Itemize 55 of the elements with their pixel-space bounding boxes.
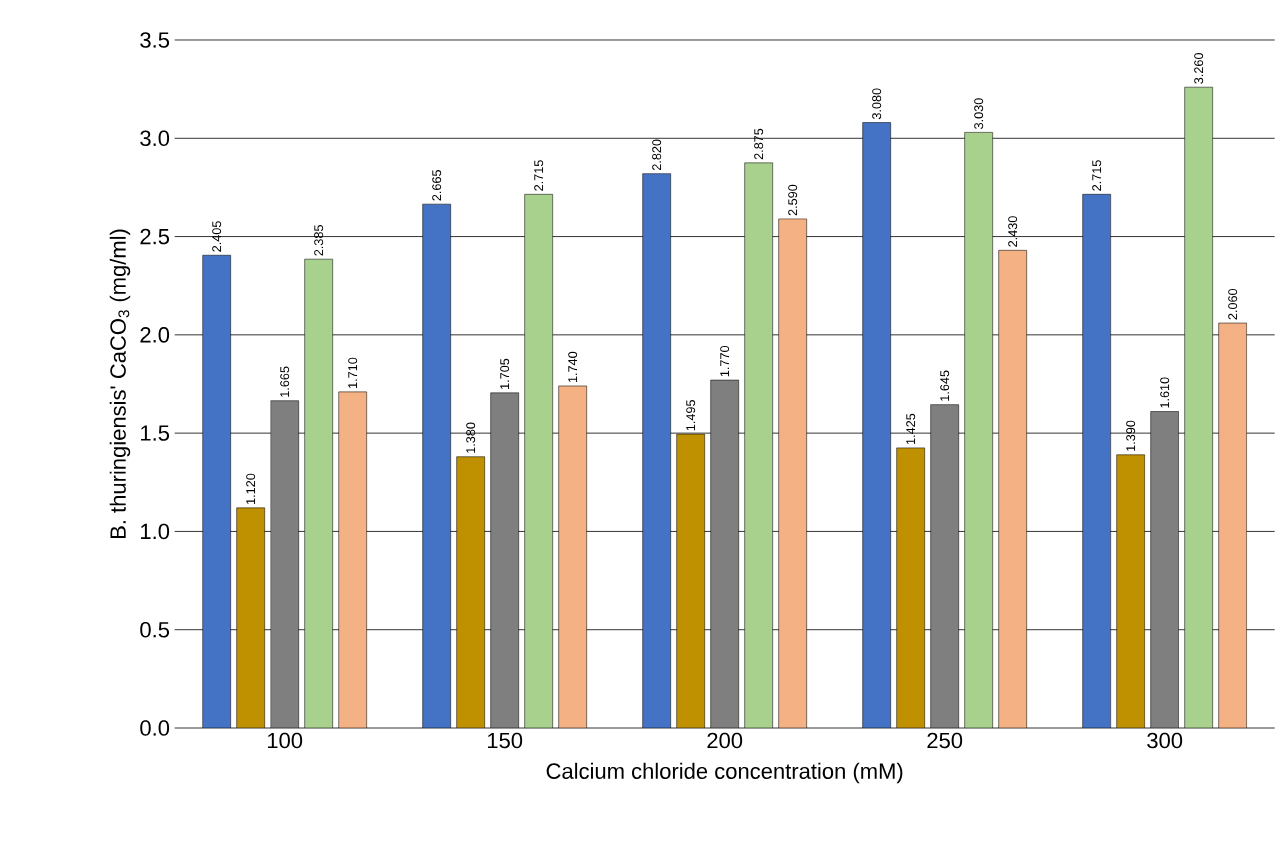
data-label: 3.260 [1194, 53, 1204, 84]
bar [422, 203, 451, 728]
x-tick-label: 200 [707, 732, 743, 749]
data-label: 1.380 [466, 422, 476, 453]
x-tick-label: 100 [267, 732, 303, 749]
bar [642, 173, 671, 728]
x-tick-label: 150 [487, 732, 523, 749]
data-label: 1.425 [906, 413, 916, 444]
data-label: 1.705 [500, 358, 510, 389]
data-label: 2.715 [1092, 160, 1102, 191]
data-label: 1.120 [246, 473, 256, 504]
data-label: 2.405 [212, 221, 222, 252]
data-label: 1.495 [686, 400, 696, 431]
y-tick-label: 0.5 [140, 621, 170, 638]
y-tick-label: 1.5 [141, 425, 170, 441]
data-label: 1.610 [1160, 377, 1170, 408]
x-tick-label: 300 [1147, 732, 1183, 749]
data-label: 3.080 [872, 88, 882, 120]
bar [1184, 86, 1213, 728]
y-axis-title: B. thuringiensis' CaCO$_{3}$ (mg/ml) [109, 229, 131, 539]
y-tick-label: 2.5 [140, 228, 170, 245]
y-tick-label: 0.0 [140, 720, 170, 736]
bar [338, 391, 367, 728]
y-tick-label: 3.5 [140, 32, 170, 48]
data-label: 2.875 [754, 128, 764, 160]
bar [524, 194, 553, 728]
data-label: 2.430 [1008, 216, 1018, 247]
data-label: 1.665 [280, 366, 290, 397]
data-label: 1.390 [1126, 420, 1136, 451]
data-label: 2.665 [432, 170, 442, 201]
data-label: 1.645 [940, 370, 950, 401]
data-label: 1.740 [568, 351, 578, 383]
y-tick-label: 3.0 [140, 130, 170, 147]
data-label: 2.590 [788, 184, 798, 216]
bar [778, 218, 807, 728]
x-axis-title: Calcium chloride concentration (mM) [546, 762, 903, 784]
bar [964, 132, 993, 728]
x-tick-label: 250 [927, 732, 963, 749]
y-tick-label: 1.0 [141, 523, 170, 540]
bar [1082, 194, 1111, 728]
bar [744, 162, 773, 728]
bar [862, 122, 891, 728]
bar [202, 254, 231, 728]
data-label: 2.820 [652, 139, 662, 171]
data-label: 2.060 [1228, 288, 1238, 320]
data-label: 2.385 [314, 225, 324, 256]
data-label: 3.030 [974, 98, 984, 129]
bar [998, 250, 1027, 728]
bar [304, 258, 333, 728]
y-tick-label: 2.0 [140, 327, 170, 343]
data-label: 1.710 [348, 357, 358, 388]
bar [558, 385, 587, 728]
data-label: 1.770 [720, 345, 730, 377]
data-label: 2.715 [534, 160, 544, 191]
bar [1218, 322, 1247, 728]
